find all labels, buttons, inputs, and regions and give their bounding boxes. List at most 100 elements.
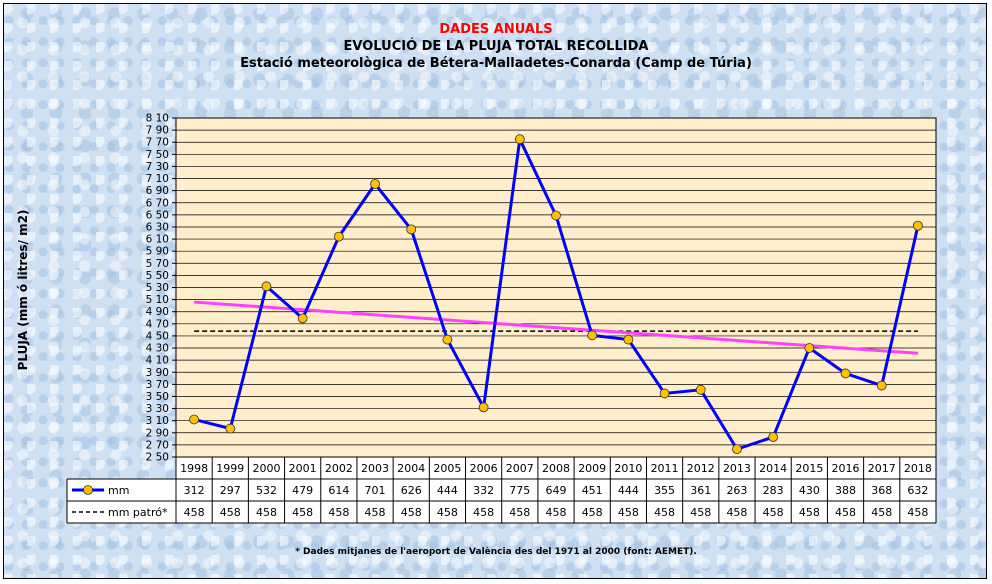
data-label: 458 (184, 506, 205, 519)
data-label: 775 (509, 484, 530, 497)
data-label: 458 (328, 506, 349, 519)
y-tick-label: 3 50 (146, 391, 169, 403)
y-tick-label: 2 50 (146, 452, 169, 464)
data-label: 614 (328, 484, 349, 497)
y-tick-label: 3 70 (146, 379, 169, 391)
x-tick-label: 2009 (578, 462, 606, 475)
x-tick-label: 2010 (614, 462, 642, 475)
data-label: 368 (871, 484, 892, 497)
data-point (189, 414, 199, 425)
data-point (333, 231, 344, 242)
x-tick-label: 2011 (651, 462, 679, 475)
data-point (768, 432, 779, 442)
y-tick-label: 2 90 (146, 427, 169, 439)
data-point (261, 281, 272, 292)
x-tick-label: 2017 (868, 462, 896, 475)
data-label: 532 (256, 484, 277, 497)
data-label: 361 (690, 484, 711, 497)
data-label: 458 (582, 506, 603, 519)
data-label: 626 (401, 484, 422, 497)
y-tick-label: 8 10 (146, 113, 169, 125)
x-tick-label: 2006 (470, 462, 498, 475)
data-label: 458 (256, 506, 277, 519)
data-point (514, 134, 525, 145)
data-label: 355 (654, 484, 675, 497)
y-tick-label: 7 30 (146, 161, 169, 173)
y-tick-label: 4 70 (146, 318, 169, 330)
x-tick-label: 2014 (759, 462, 787, 475)
data-point (406, 224, 417, 235)
y-tick-label: 7 50 (146, 149, 169, 161)
data-label: 458 (509, 506, 530, 519)
data-point (478, 402, 489, 413)
data-label: 458 (799, 506, 820, 519)
x-tick-label: 2016 (832, 462, 860, 475)
x-tick-label: 2012 (687, 462, 715, 475)
table-header-bg (176, 457, 936, 479)
y-tick-label: 7 70 (146, 137, 169, 149)
x-tick-label: 2015 (795, 462, 823, 475)
data-label: 263 (726, 484, 747, 497)
data-label: 701 (365, 484, 386, 497)
data-label: 458 (835, 506, 856, 519)
data-label: 458 (473, 506, 494, 519)
data-label: 632 (907, 484, 928, 497)
data-label: 444 (618, 484, 639, 497)
data-point (587, 330, 598, 341)
data-point (623, 334, 634, 345)
data-label: 649 (546, 484, 567, 497)
data-label: 430 (799, 484, 820, 497)
data-label: 458 (618, 506, 639, 519)
data-label: 458 (763, 506, 784, 519)
data-label: 458 (654, 506, 675, 519)
x-tick-label: 2007 (506, 462, 534, 475)
y-tick-label: 7 10 (146, 173, 169, 185)
y-tick-label: 5 70 (146, 258, 169, 270)
x-tick-label: 1998 (180, 462, 208, 475)
data-point (804, 343, 815, 353)
legend-label-mm-patro: mm patró* (108, 506, 168, 519)
data-point (840, 368, 851, 379)
x-tick-label: 2004 (397, 462, 425, 475)
x-tick-label: 2002 (325, 462, 353, 475)
data-label: 332 (473, 484, 494, 497)
y-tick-label: 4 30 (146, 343, 169, 355)
chart-subtitle: EVOLUCIÓ DE LA PLUJA TOTAL RECOLLIDA (343, 39, 649, 54)
x-tick-label: 2000 (252, 462, 280, 475)
data-label: 458 (726, 506, 747, 519)
legend-marker-mm (83, 485, 93, 495)
y-tick-label: 4 50 (146, 330, 169, 342)
y-tick-label: 7 90 (146, 125, 169, 137)
footnote: * Dades mitjanes de l'aeroport de Valènc… (295, 547, 697, 557)
data-point (225, 423, 236, 434)
x-tick-label: 2003 (361, 462, 389, 475)
data-label: 312 (184, 484, 205, 497)
data-label: 458 (365, 506, 386, 519)
legend-label-mm: mm (108, 484, 129, 497)
y-tick-label: 5 90 (146, 246, 169, 258)
data-point (442, 334, 453, 345)
data-label: 458 (292, 506, 313, 519)
data-label: 388 (835, 484, 856, 497)
y-tick-label: 2 70 (146, 439, 169, 451)
data-label: 283 (763, 484, 784, 497)
data-label: 479 (292, 484, 313, 497)
x-tick-label: 1999 (216, 462, 244, 475)
data-label: 458 (401, 506, 422, 519)
y-tick-label: 5 10 (146, 294, 169, 306)
x-tick-label: 2013 (723, 462, 751, 475)
data-point (695, 384, 706, 395)
x-tick-label: 2001 (289, 462, 317, 475)
data-point (297, 313, 308, 324)
data-label: 444 (437, 484, 458, 497)
data-point (913, 220, 923, 231)
data-label: 458 (871, 506, 892, 519)
data-point (551, 210, 561, 221)
data-label: 458 (907, 506, 928, 519)
data-point (659, 388, 670, 399)
y-tick-label: 5 30 (146, 282, 169, 294)
data-label: 458 (220, 506, 241, 519)
chart-title: DADES ANUALS (439, 22, 553, 37)
y-tick-label: 4 10 (146, 355, 169, 367)
